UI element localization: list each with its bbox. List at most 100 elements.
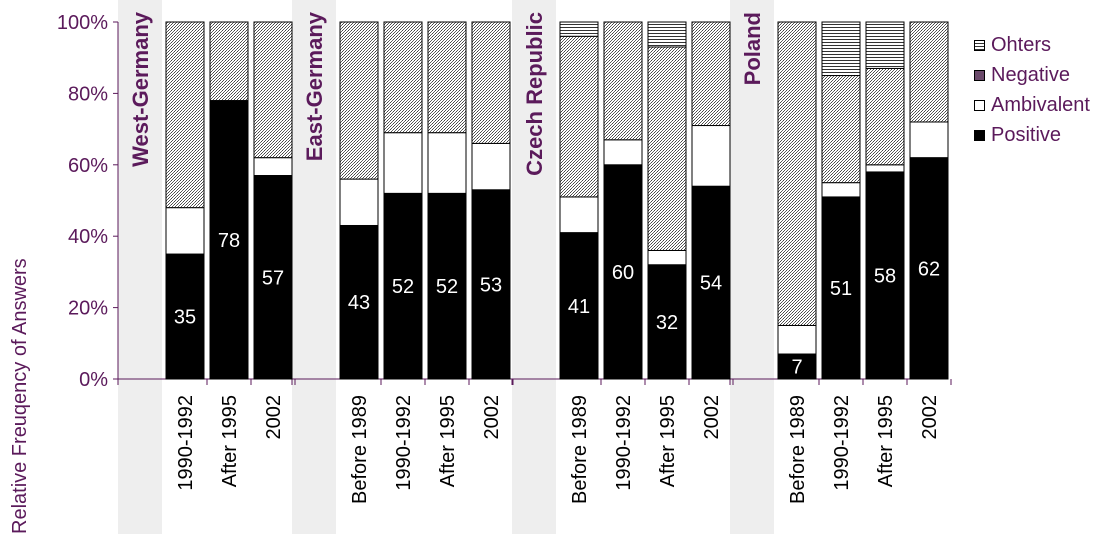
bar-segment-negative (471, 21, 511, 144)
bar-value-label: 54 (700, 273, 722, 295)
bar-segment-others (821, 21, 861, 77)
category-label: 1990-1992 (393, 395, 415, 491)
category-label: 1990-1992 (175, 395, 197, 491)
group-label: West-Germany (128, 11, 153, 167)
group-label: East-Germany (302, 11, 327, 161)
bar-segment-positive (865, 171, 905, 380)
legend-label-others: Ohters (991, 33, 1052, 56)
legend-label-positive: Positive (991, 123, 1062, 146)
category-label: After 1995 (437, 395, 459, 487)
legend-label-negative: Negative (991, 63, 1070, 86)
category-label: 2002 (481, 395, 503, 440)
bar-segment-positive (253, 175, 293, 380)
bar-segment-ambivalent (427, 132, 467, 194)
bar-segment-negative (253, 21, 293, 159)
bar-segment-negative (383, 21, 423, 134)
bar-value-label: 52 (436, 276, 458, 298)
legend-swatch-negative (974, 69, 985, 81)
bar-value-label: 51 (830, 278, 852, 300)
bar-value-label: 7 (791, 357, 802, 379)
bar-segment-negative (777, 21, 817, 326)
bar-value-label: 78 (218, 230, 240, 252)
bar-segment-negative (647, 46, 687, 251)
bar-segment-others (647, 21, 687, 48)
bar-segment-negative (909, 21, 949, 123)
bar-segment-ambivalent (253, 157, 293, 177)
category-label: Before 1989 (569, 395, 591, 504)
bar-segment-negative (865, 67, 905, 166)
group-band (118, 0, 162, 534)
bar-segment-positive (691, 185, 731, 380)
legend-swatch-positive (974, 129, 985, 141)
bar-value-label: 53 (480, 274, 502, 296)
bar-segment-positive (647, 264, 687, 380)
legend-item-ambivalent: Ambivalent (974, 90, 1090, 120)
bar-segment-ambivalent (777, 324, 817, 355)
category-label: 1990-1992 (831, 395, 853, 491)
bar-value-label: 60 (612, 262, 634, 284)
legend-item-others: Ohters (974, 30, 1090, 60)
bar-segment-ambivalent (339, 178, 379, 226)
bar-value-label: 32 (656, 312, 678, 334)
bar-value-label: 58 (874, 265, 896, 287)
category-label: 2002 (919, 395, 941, 440)
category-label: After 1995 (657, 395, 679, 487)
bar-segment-ambivalent (559, 196, 599, 234)
y-tick-label: 20% (68, 298, 108, 320)
y-tick-label: 60% (68, 155, 108, 177)
legend-label-ambivalent: Ambivalent (991, 93, 1090, 116)
group-band (512, 0, 556, 534)
bar-segment-ambivalent (821, 182, 861, 198)
bar-segment-ambivalent (865, 164, 905, 173)
bar-value-label: 52 (392, 276, 414, 298)
y-tick-label: 80% (68, 83, 108, 105)
bar-segment-others (559, 21, 599, 37)
legend-swatch-others (974, 39, 985, 51)
bar-value-label: 41 (568, 296, 590, 318)
bar-segment-ambivalent (165, 207, 205, 255)
bar-value-label: 57 (262, 267, 284, 289)
group-band (292, 0, 336, 534)
bar-segment-positive (165, 253, 205, 380)
bar-segment-positive (471, 189, 511, 380)
bar-segment-negative (559, 35, 599, 198)
bar-segment-positive (909, 157, 949, 380)
bar-segment-ambivalent (647, 249, 687, 266)
bar-segment-negative (209, 21, 249, 102)
bar-segment-ambivalent (383, 132, 423, 194)
bar-segment-ambivalent (603, 139, 643, 166)
bar-segment-positive (209, 100, 249, 380)
category-label: Before 1989 (787, 395, 809, 504)
legend-item-negative: Negative (974, 60, 1090, 90)
category-label: 1990-1992 (613, 395, 635, 491)
legend: Ohters Negative Ambivalent Positive (974, 30, 1090, 150)
bar-segment-negative (603, 21, 643, 141)
category-label: After 1995 (875, 395, 897, 487)
category-label: 2002 (701, 395, 723, 440)
bar-value-label: 62 (918, 258, 940, 280)
group-label: Czech Republic (522, 12, 547, 176)
y-tick-label: 0% (79, 369, 108, 391)
category-label: After 1995 (219, 395, 241, 487)
group-band (730, 0, 774, 534)
bar-segment-positive (603, 164, 643, 380)
bar-segment-positive (339, 224, 379, 380)
bar-segment-positive (427, 192, 467, 380)
y-axis-label: Relative Freuqency of Answers (9, 258, 31, 534)
group-label: Poland (740, 12, 765, 85)
category-label: 2002 (263, 395, 285, 440)
bar-segment-negative (339, 21, 379, 180)
legend-swatch-ambivalent (974, 99, 985, 111)
y-tick-label: 40% (68, 226, 108, 248)
category-label: Before 1989 (349, 395, 371, 504)
bar-segment-ambivalent (471, 142, 511, 191)
bar-segment-ambivalent (909, 121, 949, 159)
bar-segment-others (865, 21, 905, 69)
bar-segment-positive (559, 232, 599, 380)
bar-segment-ambivalent (691, 125, 731, 187)
bar-value-label: 35 (174, 307, 196, 329)
bar-segment-negative (427, 21, 467, 134)
legend-item-positive: Positive (974, 120, 1090, 150)
bar-segment-negative (691, 21, 731, 127)
